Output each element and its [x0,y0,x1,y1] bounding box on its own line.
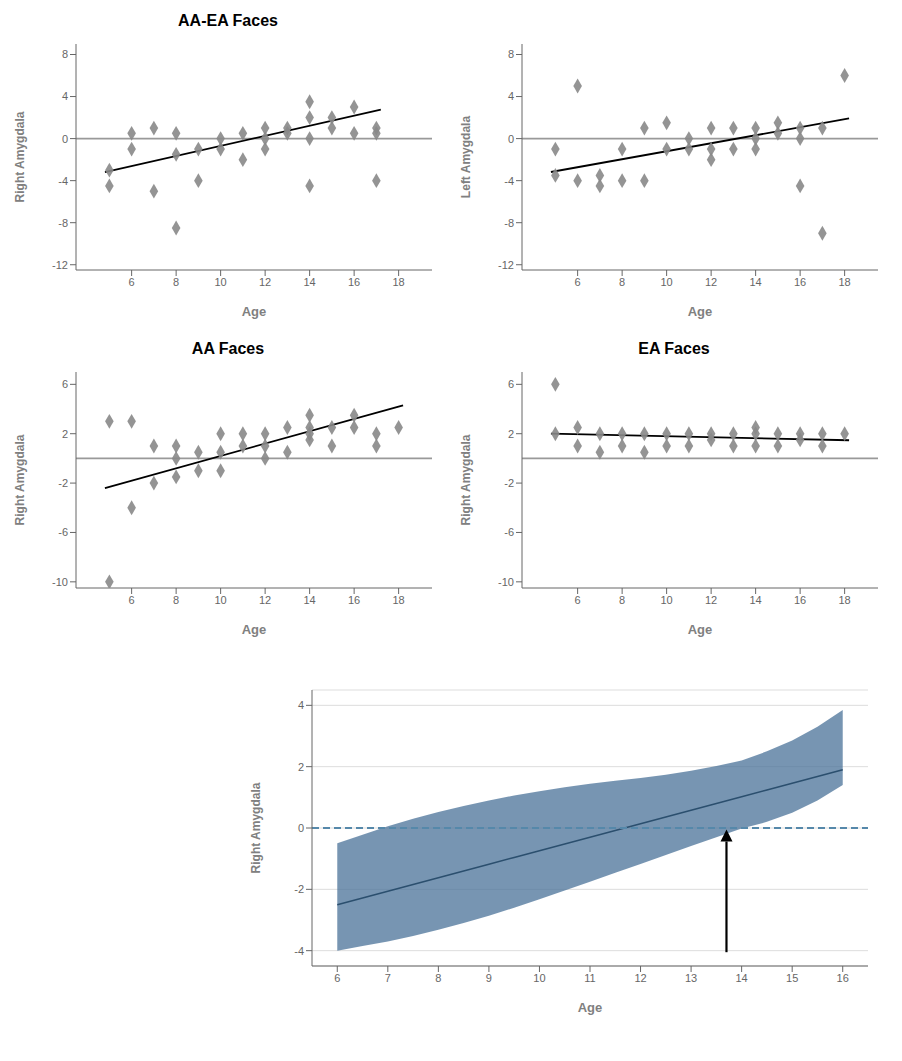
svg-text:10: 10 [533,972,545,984]
svg-text:6: 6 [508,378,514,390]
html-text:EA Faces: EA Faces [638,340,710,357]
svg-text:Right Amygdala: Right Amygdala [249,782,263,873]
svg-text:-8: -8 [504,217,514,229]
svg-text:-4: -4 [504,175,514,187]
svg-text:6: 6 [575,276,581,288]
svg-text:-12: -12 [498,259,514,271]
svg-text:6: 6 [129,594,135,606]
svg-text:7: 7 [385,972,391,984]
svg-text:12: 12 [634,972,646,984]
svg-text:Age: Age [688,304,713,319]
svg-text:6: 6 [334,972,340,984]
svg-text:0: 0 [62,133,68,145]
svg-text:6: 6 [62,378,68,390]
svg-text:4: 4 [508,90,514,102]
svg-text:0: 0 [298,822,304,834]
svg-text:-2: -2 [58,477,68,489]
svg-text:-8: -8 [58,217,68,229]
svg-text:8: 8 [173,276,179,288]
svg-text:-6: -6 [504,526,514,538]
svg-text:15: 15 [786,972,798,984]
svg-text:14: 14 [736,972,748,984]
svg-text:4: 4 [298,699,304,711]
svg-text:8: 8 [619,594,625,606]
svg-text:18: 18 [393,276,405,288]
svg-text:12: 12 [705,594,717,606]
svg-text:-10: -10 [52,576,68,588]
svg-text:16: 16 [794,276,806,288]
svg-text:-10: -10 [498,576,514,588]
svg-text:16: 16 [348,594,360,606]
svg-text:Right Amygdala: Right Amygdala [459,434,473,525]
svg-text:16: 16 [794,594,806,606]
svg-text:-6: -6 [58,526,68,538]
svg-text:9: 9 [486,972,492,984]
svg-text:4: 4 [62,90,68,102]
svg-text:18: 18 [393,594,405,606]
svg-text:Right Amygdala: Right Amygdala [13,111,27,202]
svg-text:2: 2 [62,428,68,440]
svg-text:8: 8 [173,594,179,606]
svg-text:12: 12 [259,594,271,606]
svg-text:10: 10 [215,594,227,606]
svg-text:Left Amygdala: Left Amygdala [459,116,473,199]
svg-text:14: 14 [750,276,762,288]
svg-text:-4: -4 [294,945,304,957]
svg-text:2: 2 [298,761,304,773]
svg-text:-2: -2 [504,477,514,489]
svg-text:6: 6 [129,276,135,288]
svg-text:-2: -2 [294,883,304,895]
svg-text:10: 10 [215,276,227,288]
svg-text:6: 6 [575,594,581,606]
svg-text:0: 0 [508,133,514,145]
svg-text:10: 10 [661,594,673,606]
svg-text:Age: Age [688,622,713,637]
svg-text:2: 2 [508,428,514,440]
svg-text:8: 8 [508,48,514,60]
svg-text:8: 8 [62,48,68,60]
svg-text:10: 10 [661,276,673,288]
svg-text:16: 16 [837,972,849,984]
html-text:AA-EA Faces: AA-EA Faces [178,12,278,29]
svg-text:-12: -12 [52,259,68,271]
svg-text:14: 14 [750,594,762,606]
html-text:AA Faces: AA Faces [191,340,265,357]
svg-text:8: 8 [435,972,441,984]
svg-text:11: 11 [584,972,595,984]
svg-text:Age: Age [242,622,267,637]
svg-text:18: 18 [839,594,851,606]
svg-text:12: 12 [705,276,717,288]
svg-text:Age: Age [242,304,267,319]
svg-text:14: 14 [304,594,316,606]
svg-text:8: 8 [619,276,625,288]
svg-text:16: 16 [348,276,360,288]
svg-text:-4: -4 [58,175,68,187]
svg-text:Right Amygdala: Right Amygdala [13,434,27,525]
svg-text:14: 14 [304,276,316,288]
svg-text:18: 18 [839,276,851,288]
svg-text:12: 12 [259,276,271,288]
svg-text:Age: Age [578,1000,603,1015]
svg-text:13: 13 [685,972,697,984]
